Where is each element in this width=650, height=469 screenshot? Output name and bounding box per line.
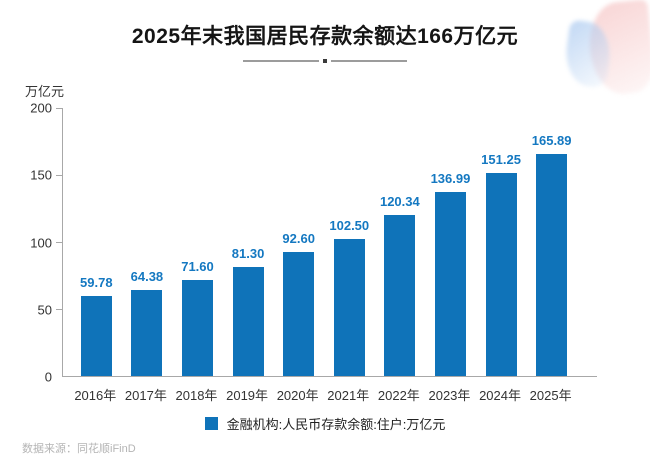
bar-2022年	[384, 214, 416, 376]
bar-slot: 64.38	[122, 108, 173, 376]
bar-value-label: 165.89	[531, 132, 572, 148]
bar-value-label: 59.78	[80, 274, 113, 290]
y-tick-label: 200	[30, 100, 52, 116]
bar-2019年	[232, 267, 264, 376]
x-tick-label: 2019年	[226, 388, 269, 403]
divider-dot	[323, 59, 327, 63]
bar-2023年	[434, 192, 466, 376]
y-tick-label: 100	[30, 235, 52, 250]
bar-slot: 81.30	[223, 108, 274, 376]
y-tick-mark	[56, 308, 63, 310]
bar-2024年	[485, 173, 517, 376]
bar-2020年	[283, 251, 315, 376]
y-tick-label: 0	[44, 369, 52, 385]
divider-line-left	[243, 60, 319, 62]
bar-2017年	[131, 289, 163, 376]
divider-line-right	[331, 60, 407, 62]
x-tick-label: 2024年	[479, 388, 521, 403]
bar-slot: 71.60	[172, 108, 223, 376]
bar-value-label: 151.25	[481, 152, 521, 168]
x-tick-label: 2016年	[74, 388, 117, 403]
x-tick-label: 2021年	[327, 388, 370, 403]
x-tick-label: 2025年	[529, 388, 572, 403]
legend: 金融机构:人民币存款余额:住户:万亿元	[0, 414, 650, 433]
bar-value-label: 136.99	[430, 171, 471, 187]
bar-2021年	[333, 238, 365, 376]
bars-container: 59.78 64.38 71.60 81.30 92.60 102.50 120.34 136…	[71, 108, 577, 376]
plot-area: 59.78 64.38 71.60 81.30 92.60 102.50 120.34 136…	[56, 107, 597, 377]
bar-slot: 136.99	[425, 108, 476, 376]
x-axis-labels: 2016年 2017年 2018年 2019年 2020年 2021年 2022年 2023年…	[70, 385, 576, 404]
x-tick-label: 2018年	[175, 388, 218, 403]
bar-value-label: 71.60	[181, 259, 214, 275]
bar-value-label: 64.38	[130, 268, 164, 284]
y-tick-label: 150	[30, 167, 52, 183]
bar-value-label: 92.60	[282, 230, 315, 246]
bar-2025年	[536, 153, 568, 376]
title-divider	[0, 59, 650, 63]
bar-slot: 92.60	[273, 108, 324, 376]
x-tick-label: 2023年	[428, 388, 471, 403]
legend-swatch	[204, 417, 218, 430]
x-tick-label: 2017年	[124, 388, 167, 403]
bar-slot: 165.89	[526, 108, 577, 376]
legend-label: 金融机构:人民币存款余额:住户:万亿元	[226, 417, 446, 432]
y-tick-mark	[56, 241, 63, 243]
y-tick-label: 50	[37, 302, 52, 318]
y-axis-tick-labels: 0 50 100 150 200	[0, 101, 56, 385]
x-tick-label: 2020年	[276, 388, 319, 403]
bar-value-label: 81.30	[231, 246, 265, 262]
bar-value-label: 102.50	[329, 217, 370, 233]
y-tick-mark	[56, 107, 63, 109]
bar-slot: 151.25	[476, 108, 527, 376]
data-source-note: 数据来源：同花顺iFinD	[22, 443, 136, 455]
y-tick-mark	[56, 174, 63, 176]
bar-2018年	[181, 280, 213, 376]
bar-slot: 59.78	[71, 108, 122, 376]
bar-slot: 120.34	[375, 108, 426, 376]
bar-slot: 102.50	[324, 108, 375, 376]
bar-2016年	[80, 295, 112, 376]
bar-value-label: 120.34	[379, 193, 420, 209]
chart-title: 2025年末我国居民存款余额达166万亿元	[131, 25, 519, 48]
y-axis-unit-label: 万亿元	[25, 84, 65, 99]
x-tick-label: 2022年	[377, 388, 420, 403]
